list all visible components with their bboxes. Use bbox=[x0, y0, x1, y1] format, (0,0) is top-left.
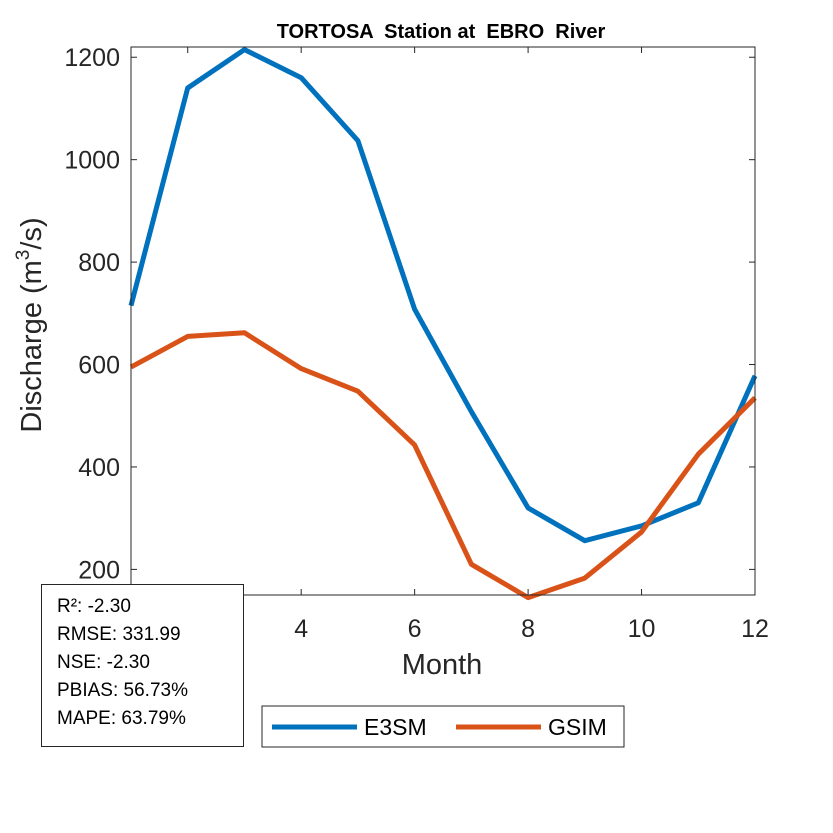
y-axis-label-unit: /s) bbox=[16, 217, 48, 249]
y-tick-labels: 200 400 600 800 1000 1200 bbox=[64, 44, 120, 584]
stat-rmse: RMSE: 331.99 bbox=[57, 624, 181, 645]
y-tick-label: 1200 bbox=[64, 44, 120, 72]
series-lines bbox=[128, 47, 758, 601]
x-tick-label: 4 bbox=[294, 615, 308, 643]
y-tick-label: 200 bbox=[78, 556, 120, 584]
y-tick-label: 600 bbox=[78, 352, 120, 380]
x-tick-label: 8 bbox=[521, 615, 535, 643]
legend-label-gsim: GSIM bbox=[548, 714, 607, 740]
metrics-box: R²: -2.30 RMSE: 331.99 NSE: -2.30 PBIAS:… bbox=[41, 584, 244, 747]
y-axis-label: Discharge (m3/s) bbox=[13, 217, 48, 432]
chart-title: TORTOSA Station at EBRO River bbox=[277, 21, 606, 43]
y-axis-label-main: Discharge (m bbox=[16, 260, 48, 432]
legend: E3SM GSIM bbox=[261, 705, 625, 748]
x-tick-label: 12 bbox=[741, 615, 769, 643]
series-line-e3sm bbox=[128, 47, 758, 544]
y-tick-label: 1000 bbox=[64, 147, 120, 175]
y-tick-label: 800 bbox=[78, 249, 120, 277]
stat-r2: R²: -2.30 bbox=[57, 596, 131, 617]
x-axis-label: Month bbox=[402, 649, 483, 681]
series-line-gsim bbox=[129, 330, 757, 601]
axis-ticks bbox=[131, 47, 756, 595]
x-tick-label: 10 bbox=[628, 615, 656, 643]
legend-label-e3sm: E3SM bbox=[364, 714, 427, 740]
stat-mape: MAPE: 63.79% bbox=[57, 708, 186, 729]
x-tick-labels: 24681012 bbox=[181, 615, 769, 643]
stat-nse: NSE: -2.30 bbox=[57, 652, 150, 673]
y-axis-label-superscript: 3 bbox=[13, 250, 34, 261]
plot-frame bbox=[130, 46, 756, 596]
x-tick-label: 6 bbox=[408, 615, 422, 643]
y-tick-label: 400 bbox=[78, 454, 120, 482]
stat-pbias: PBIAS: 56.73% bbox=[57, 680, 188, 701]
